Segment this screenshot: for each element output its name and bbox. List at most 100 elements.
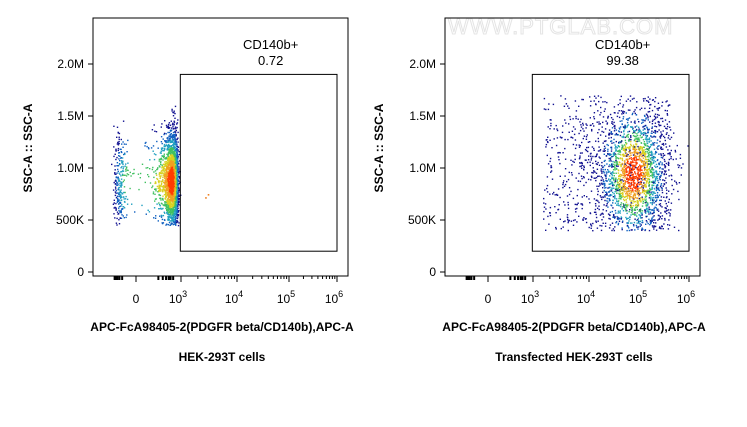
- event-dot: [631, 173, 633, 176]
- event-dot: [608, 191, 610, 193]
- event-dot: [637, 188, 640, 191]
- event-dot: [666, 114, 669, 116]
- event-dot: [654, 129, 657, 132]
- event-dot: [648, 208, 651, 210]
- event-dot: [651, 174, 653, 176]
- event-dot: [613, 179, 615, 181]
- event-dot: [175, 205, 177, 208]
- event-dot: [615, 167, 618, 170]
- event-dot: [580, 165, 582, 167]
- event-dot: [567, 138, 569, 141]
- event-dot: [644, 131, 646, 134]
- event-dot: [637, 220, 640, 222]
- event-dot: [152, 185, 154, 187]
- event-dot: [587, 159, 590, 161]
- event-dot: [575, 115, 577, 118]
- event-dot: [644, 133, 646, 135]
- event-dot: [581, 162, 583, 164]
- event-dot: [173, 204, 175, 206]
- event-dot: [629, 209, 631, 211]
- event-dot: [123, 191, 125, 194]
- event-dot: [113, 181, 115, 184]
- event-dot: [154, 217, 157, 219]
- event-dot: [642, 202, 644, 204]
- event-dot: [625, 143, 628, 145]
- event-dot: [661, 162, 663, 164]
- event-dot: [650, 197, 652, 200]
- event-dot: [163, 175, 166, 178]
- event-dot: [174, 187, 176, 189]
- event-dot: [593, 147, 595, 150]
- event-dot: [170, 197, 172, 200]
- event-dot: [174, 139, 176, 141]
- event-dot: [176, 201, 178, 203]
- event-dot: [176, 157, 178, 159]
- event-dot: [644, 186, 646, 188]
- event-dot: [606, 193, 608, 196]
- event-dot: [584, 148, 587, 151]
- event-dot: [643, 128, 646, 130]
- event-dot: [165, 162, 168, 165]
- event-dot: [636, 206, 638, 208]
- event-dot: [170, 129, 173, 131]
- x-tick-label: 106: [325, 289, 343, 306]
- event-dot: [641, 219, 644, 222]
- event-dot: [625, 199, 627, 201]
- event-dot: [562, 152, 564, 154]
- event-dot: [666, 123, 668, 125]
- event-dot: [572, 160, 574, 163]
- event-dot: [650, 164, 652, 166]
- event-dot: [644, 183, 646, 186]
- event-dot: [581, 177, 583, 180]
- event-dot: [176, 217, 179, 220]
- event-dot: [645, 151, 647, 153]
- event-dot: [637, 126, 640, 128]
- event-dot: [614, 226, 616, 228]
- event-dot: [621, 123, 623, 126]
- event-dot: [168, 202, 170, 204]
- event-dot: [171, 158, 173, 160]
- event-dot: [632, 158, 635, 160]
- event-dot: [660, 117, 662, 120]
- event-dot: [617, 172, 620, 174]
- event-dot: [176, 189, 179, 191]
- event-dot: [166, 192, 169, 194]
- event-dot: [631, 197, 634, 199]
- event-dot: [160, 171, 162, 173]
- event-dot: [648, 149, 650, 152]
- event-dot: [667, 228, 670, 230]
- event-dot: [639, 211, 642, 213]
- event-dot: [151, 129, 154, 131]
- event-dot: [169, 220, 171, 222]
- event-dot: [141, 204, 143, 207]
- event-dot: [674, 151, 677, 153]
- event-dot: [144, 142, 146, 144]
- event-dot: [126, 169, 128, 171]
- event-dot: [645, 223, 647, 225]
- event-dot: [609, 113, 612, 116]
- event-dot: [644, 153, 646, 156]
- event-dot: [637, 180, 639, 182]
- event-dot: [642, 187, 644, 189]
- event-dot: [569, 115, 571, 118]
- gate-label: CD140b+: [243, 37, 298, 52]
- event-dot: [637, 219, 639, 221]
- event-dot: [641, 196, 643, 198]
- event-dot: [119, 159, 121, 162]
- event-dot: [177, 198, 180, 200]
- event-dot: [170, 209, 172, 211]
- event-dot: [113, 146, 115, 148]
- event-dot: [617, 165, 619, 167]
- event-dot: [600, 179, 603, 181]
- event-dot: [112, 189, 115, 191]
- event-dot: [625, 155, 628, 157]
- event-dot: [632, 205, 634, 207]
- event-dot: [161, 189, 164, 191]
- event-dot: [591, 171, 593, 174]
- event-dot: [626, 224, 629, 227]
- event-dot: [121, 170, 123, 173]
- event-dot: [646, 135, 648, 137]
- event-dot: [630, 191, 633, 193]
- event-dot: [645, 184, 647, 186]
- event-dot: [609, 175, 611, 177]
